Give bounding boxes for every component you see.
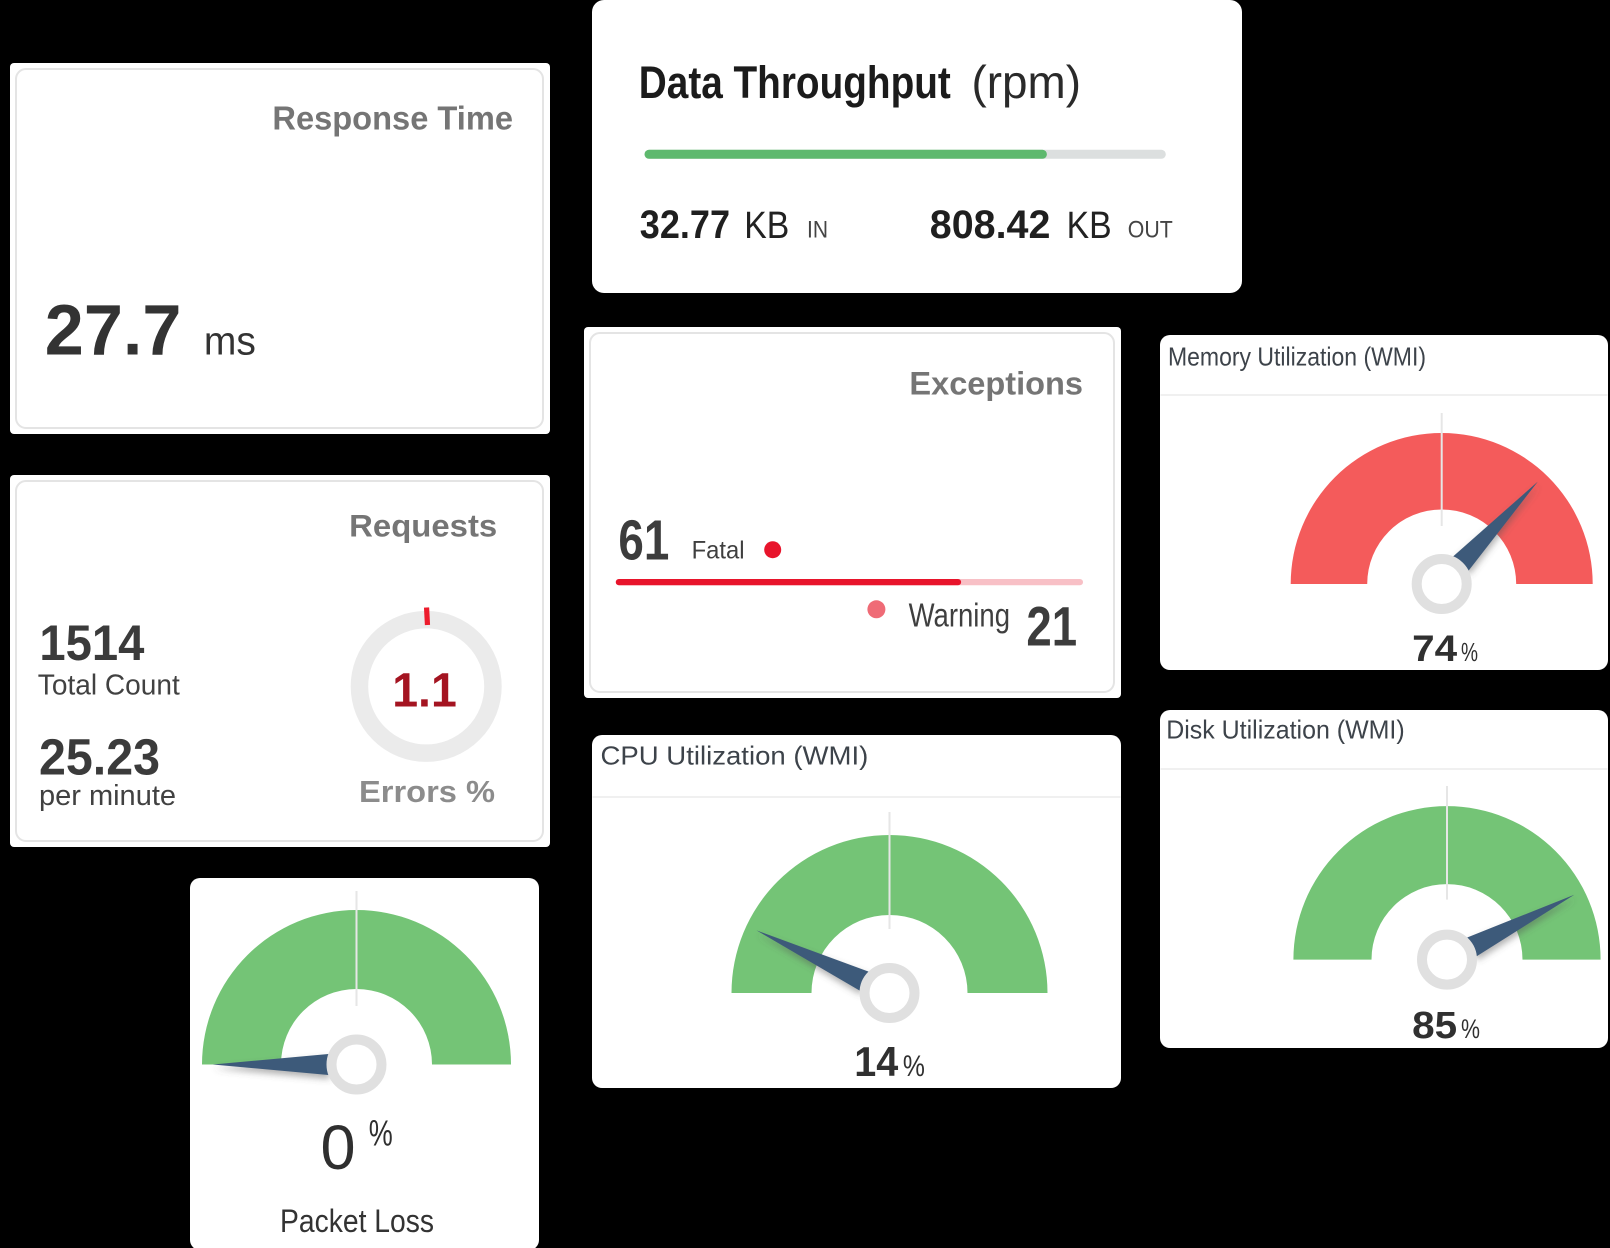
- svg-text:%: %: [369, 1113, 393, 1154]
- svg-text:61: 61: [618, 509, 669, 573]
- svg-text:OUT: OUT: [1128, 217, 1173, 244]
- svg-text:Total Count: Total Count: [38, 669, 180, 701]
- svg-text:32.77: 32.77: [640, 203, 730, 247]
- svg-text:%: %: [903, 1050, 925, 1083]
- svg-text:85: 85: [1412, 1005, 1457, 1047]
- svg-text:Response Time: Response Time: [272, 99, 513, 136]
- svg-text:KB: KB: [744, 205, 789, 247]
- svg-text:Warning: Warning: [909, 596, 1010, 633]
- svg-text:per minute: per minute: [39, 780, 176, 812]
- svg-text:1514: 1514: [39, 615, 144, 671]
- svg-text:%: %: [1461, 1014, 1480, 1044]
- svg-text:25.23: 25.23: [39, 728, 160, 785]
- svg-text:0: 0: [320, 1113, 355, 1183]
- svg-text:1.1: 1.1: [392, 665, 457, 718]
- svg-text:Exceptions: Exceptions: [909, 365, 1083, 401]
- svg-text:Data Throughput: Data Throughput: [639, 57, 951, 108]
- svg-text:%: %: [1461, 637, 1478, 667]
- svg-text:Packet Loss: Packet Loss: [280, 1203, 434, 1239]
- svg-text:74: 74: [1412, 628, 1457, 669]
- svg-text:14: 14: [854, 1038, 899, 1085]
- svg-text:808.42: 808.42: [930, 203, 1051, 247]
- svg-text:IN: IN: [807, 217, 828, 244]
- svg-text:CPU Utilization (WMI): CPU Utilization (WMI): [601, 740, 869, 770]
- svg-text:27.7: 27.7: [45, 292, 182, 371]
- svg-text:(rpm): (rpm): [972, 56, 1082, 108]
- svg-text:Memory Utilization (WMI): Memory Utilization (WMI): [1168, 341, 1426, 371]
- svg-text:Disk Utilization (WMI): Disk Utilization (WMI): [1166, 715, 1405, 745]
- svg-text:Fatal: Fatal: [692, 537, 745, 565]
- svg-text:Requests: Requests: [349, 508, 497, 544]
- svg-text:ms: ms: [204, 320, 256, 364]
- svg-text:Errors %: Errors %: [359, 774, 495, 809]
- svg-text:21: 21: [1026, 595, 1077, 658]
- svg-text:KB: KB: [1067, 205, 1112, 247]
